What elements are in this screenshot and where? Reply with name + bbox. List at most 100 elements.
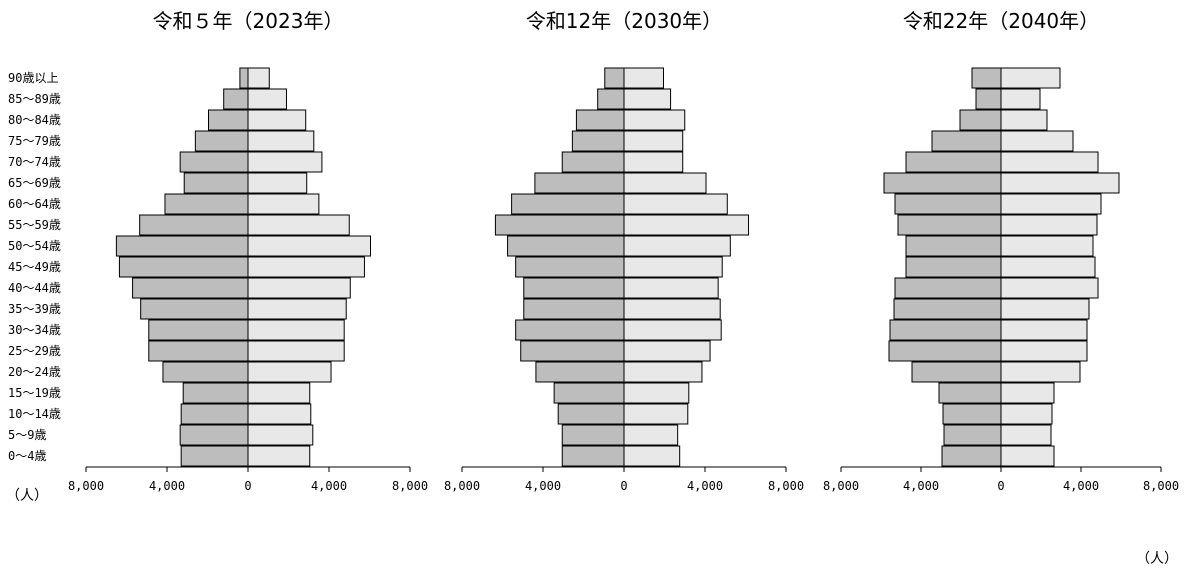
age-label: 5～9歳 bbox=[8, 428, 46, 442]
bar-left bbox=[511, 193, 625, 215]
bar-left bbox=[889, 319, 1002, 341]
bar-right bbox=[623, 172, 707, 194]
bar-left bbox=[604, 67, 625, 89]
bar-left bbox=[115, 235, 249, 257]
bar-left bbox=[515, 319, 625, 341]
bar-right bbox=[247, 298, 347, 320]
bar-left bbox=[223, 88, 249, 110]
bar-left bbox=[183, 172, 249, 194]
age-label: 85～89歳 bbox=[8, 92, 61, 106]
x-tick-label: 4,000 bbox=[149, 479, 185, 493]
bar-left bbox=[239, 67, 249, 89]
bar-left bbox=[132, 277, 249, 299]
bar-left bbox=[561, 151, 625, 173]
bar-right bbox=[623, 235, 731, 257]
bar-left bbox=[905, 256, 1002, 278]
bar-right bbox=[1000, 382, 1055, 404]
bar-left bbox=[515, 256, 625, 278]
bar-right bbox=[1000, 403, 1053, 425]
bar-left bbox=[971, 67, 1002, 89]
age-label: 50～54歳 bbox=[8, 239, 61, 253]
bar-right bbox=[623, 319, 722, 341]
bar-right bbox=[623, 361, 703, 383]
bar-right bbox=[247, 361, 332, 383]
age-label: 25～29歳 bbox=[8, 344, 61, 358]
bar-right bbox=[247, 172, 308, 194]
bar-right bbox=[247, 403, 312, 425]
bar-left bbox=[557, 403, 625, 425]
bar-right bbox=[1000, 277, 1099, 299]
x-tick-label: 0 bbox=[997, 479, 1004, 493]
age-label: 20～24歳 bbox=[8, 365, 61, 379]
bar-right bbox=[247, 424, 314, 446]
x-tick-label: 8,000 bbox=[444, 479, 480, 493]
bar-left bbox=[894, 277, 1002, 299]
bar-left bbox=[180, 445, 249, 467]
bar-left bbox=[975, 88, 1002, 110]
bar-right bbox=[1000, 319, 1088, 341]
age-label: 40～44歳 bbox=[8, 281, 61, 295]
unit-label-bottom: （人） bbox=[1136, 551, 1178, 567]
bar-right bbox=[623, 340, 711, 362]
bar-left bbox=[523, 277, 625, 299]
bar-right bbox=[623, 256, 723, 278]
bar-left bbox=[194, 130, 249, 152]
bar-right bbox=[1000, 235, 1094, 257]
age-label: 75～79歳 bbox=[8, 134, 61, 148]
bar-right bbox=[623, 214, 750, 236]
x-tick-label: 0 bbox=[620, 479, 627, 493]
bar-left bbox=[553, 382, 625, 404]
bar-right bbox=[1000, 109, 1048, 131]
age-label: 70～74歳 bbox=[8, 155, 61, 169]
age-label: 55～59歳 bbox=[8, 218, 61, 232]
bar-left bbox=[931, 130, 1002, 152]
bar-left bbox=[943, 424, 1002, 446]
bar-left bbox=[941, 445, 1002, 467]
bar-right bbox=[1000, 88, 1041, 110]
bar-left bbox=[571, 130, 625, 152]
bar-left bbox=[897, 214, 1002, 236]
bar-left bbox=[893, 298, 1002, 320]
x-tick-label: 4,000 bbox=[311, 479, 347, 493]
age-label: 10～14歳 bbox=[8, 407, 61, 421]
bar-right bbox=[247, 277, 351, 299]
bar-left bbox=[179, 151, 249, 173]
x-tick-label: 8,000 bbox=[1143, 479, 1179, 493]
bar-right bbox=[623, 424, 679, 446]
bar-right bbox=[247, 130, 315, 152]
bar-right bbox=[247, 151, 323, 173]
bar-left bbox=[139, 214, 249, 236]
bar-right bbox=[1000, 340, 1088, 362]
age-label: 90歳以上 bbox=[8, 71, 58, 85]
bar-left bbox=[905, 151, 1002, 173]
bar-left bbox=[208, 109, 249, 131]
x-tick-label: 4,000 bbox=[687, 479, 723, 493]
bar-right bbox=[1000, 130, 1074, 152]
bar-left bbox=[520, 340, 625, 362]
bar-left bbox=[148, 319, 249, 341]
chart-title: 令和22年（2040年） bbox=[903, 9, 1099, 33]
x-tick-label: 4,000 bbox=[525, 479, 561, 493]
bar-left bbox=[507, 235, 625, 257]
bar-right bbox=[1000, 193, 1102, 215]
bar-right bbox=[1000, 214, 1098, 236]
bar-left bbox=[494, 214, 625, 236]
age-label: 15～19歳 bbox=[8, 386, 61, 400]
bar-right bbox=[247, 214, 350, 236]
bar-right bbox=[1000, 172, 1120, 194]
x-tick-label: 4,000 bbox=[903, 479, 939, 493]
chart-title: 令和12年（2030年） bbox=[526, 9, 722, 33]
bar-right bbox=[623, 88, 672, 110]
x-tick-label: 8,000 bbox=[392, 479, 428, 493]
age-label: 80～84歳 bbox=[8, 113, 61, 127]
bar-left bbox=[597, 88, 625, 110]
bar-right bbox=[1000, 67, 1061, 89]
bar-right bbox=[247, 109, 307, 131]
bar-right bbox=[247, 88, 287, 110]
bar-left bbox=[164, 193, 249, 215]
bar-right bbox=[623, 109, 686, 131]
bar-right bbox=[1000, 256, 1096, 278]
bar-right bbox=[247, 340, 345, 362]
unit-label-left: （人） bbox=[6, 488, 48, 504]
